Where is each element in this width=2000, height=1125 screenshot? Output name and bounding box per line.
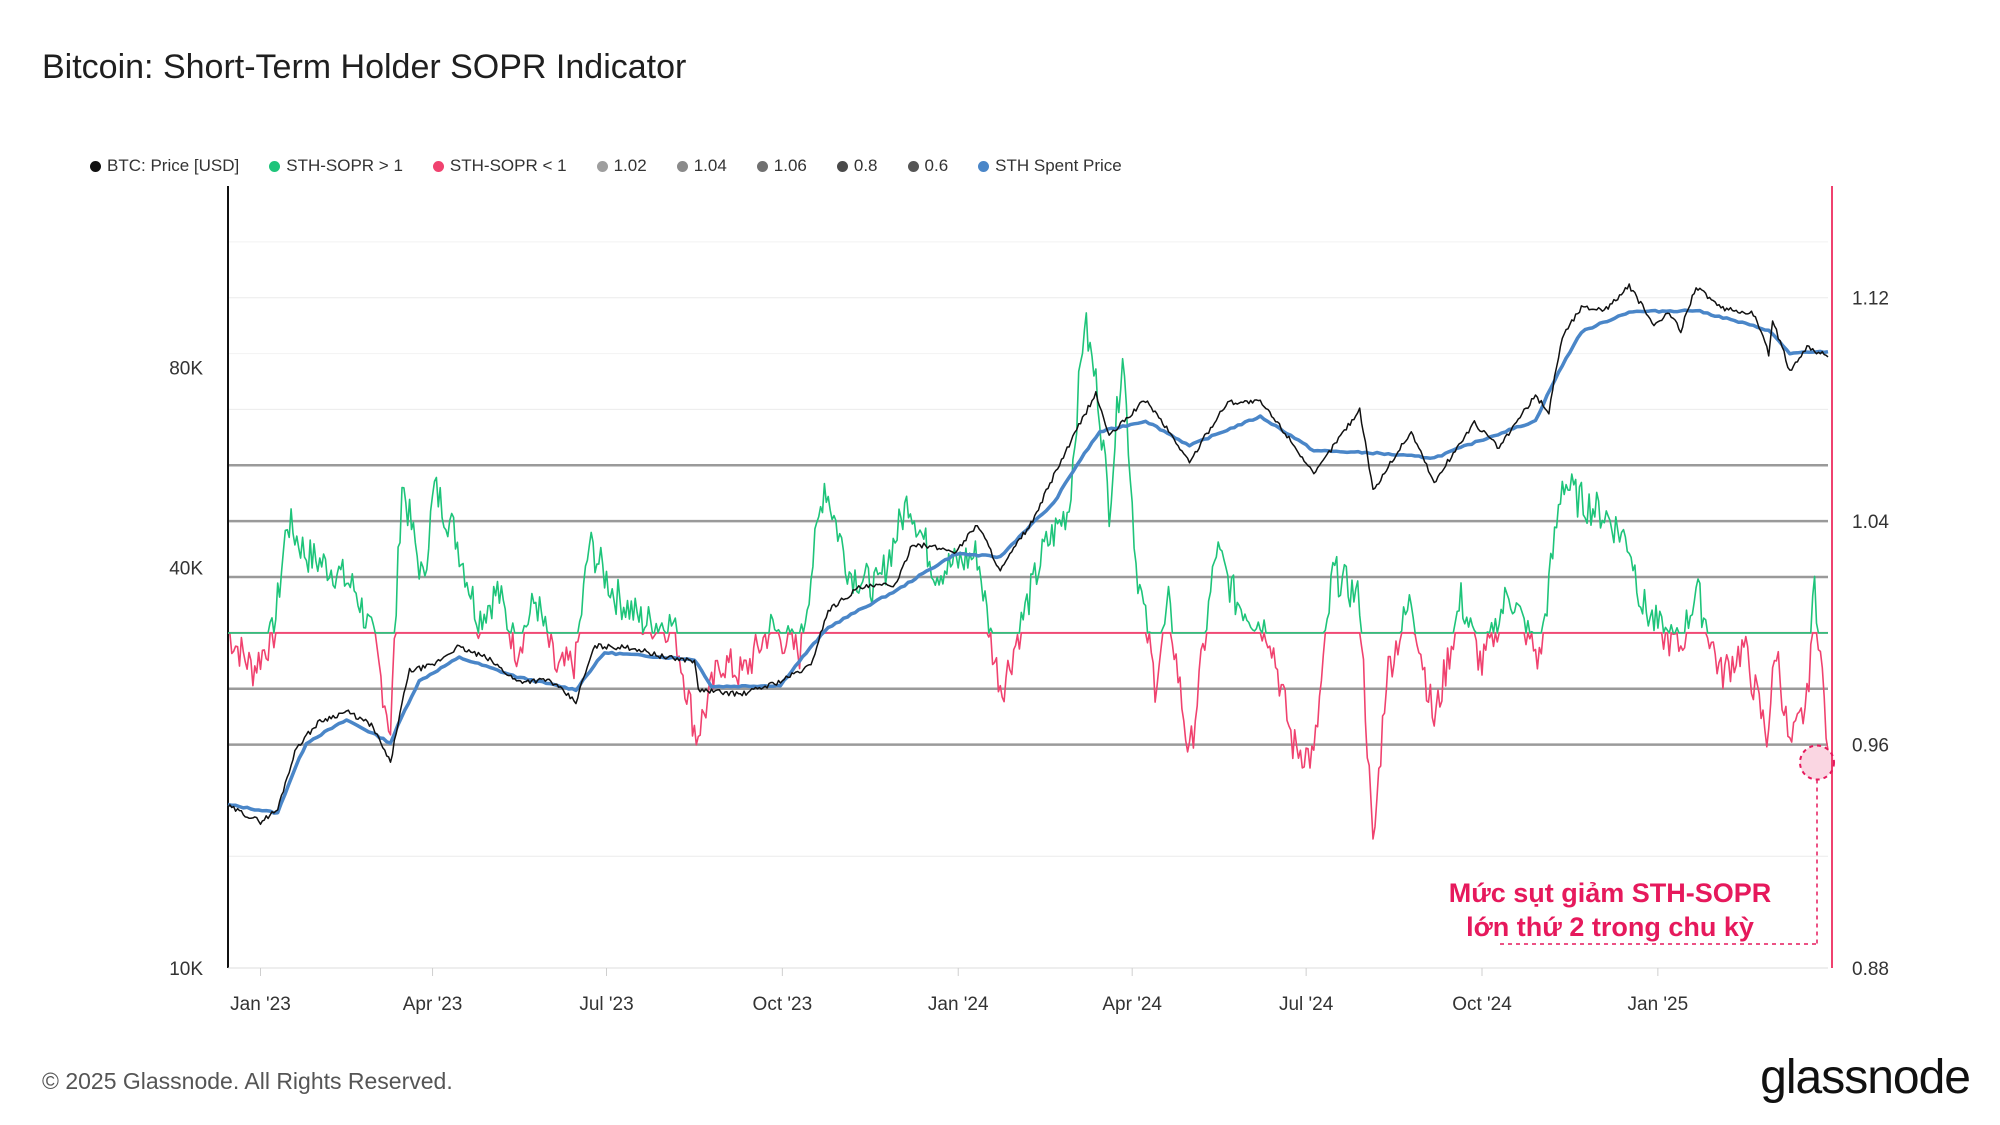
annotation-marker — [1799, 744, 1835, 781]
x-axis-tick-label: Oct '24 — [1452, 994, 1512, 1015]
legend-dot-icon — [978, 160, 990, 172]
x-axis-tick-label: Jul '23 — [579, 994, 633, 1015]
sth-sopr-below-one-line — [227, 632, 1829, 840]
x-axis-tick-label: Jul '24 — [1279, 994, 1334, 1015]
x-axis-tick-label: Apr '23 — [403, 994, 463, 1015]
right-axis-tick-label: 0.88 — [1852, 959, 1889, 980]
x-axis-tick-label: Jan '25 — [1628, 994, 1689, 1015]
legend-item[interactable]: STH Spent Price — [978, 156, 1122, 176]
left-axis-tick-label: 80K — [169, 359, 203, 380]
legend-label: 0.6 — [924, 156, 949, 175]
annotation-text: Mức sụt giảm STH-SOPR — [1449, 878, 1772, 908]
legend-label: BTC: Price [USD] — [107, 156, 240, 175]
legend-item[interactable]: STH-SOPR < 1 — [432, 156, 567, 176]
right-axis-tick-label: 1.12 — [1852, 289, 1889, 310]
legend-label: STH-SOPR < 1 — [449, 156, 567, 175]
legend-dot-icon — [269, 160, 281, 172]
legend-label: STH-SOPR > 1 — [286, 156, 403, 175]
right-axis-tick-label: 0.96 — [1852, 736, 1889, 757]
glassnode-logo: glassnode — [1760, 1051, 1971, 1104]
legend-dot-icon — [596, 160, 608, 172]
legend-item[interactable]: 0.6 — [907, 156, 949, 176]
legend-dot-icon — [432, 160, 444, 172]
copyright-notice: © 2025 Glassnode. All Rights Reserved. — [42, 1068, 453, 1094]
legend-label: 0.8 — [853, 156, 878, 175]
sth-sopr-above-one-line — [228, 312, 1828, 634]
legend-item[interactable]: 1.04 — [676, 156, 727, 176]
legend-item[interactable]: BTC: Price [USD] — [90, 156, 239, 176]
legend-item[interactable]: 1.02 — [596, 156, 647, 176]
legend-label: 1.02 — [613, 156, 647, 175]
x-axis-tick-label: Jan '23 — [230, 994, 291, 1015]
legend-item[interactable]: 0.8 — [836, 156, 878, 176]
legend-item[interactable]: 1.06 — [756, 156, 807, 176]
x-axis-tick-label: Jan '24 — [928, 994, 989, 1015]
legend-item[interactable]: STH-SOPR > 1 — [269, 156, 403, 176]
x-axis-tick-label: Oct '23 — [753, 994, 813, 1015]
annotation-text: lớn thứ 2 trong chu kỳ — [1466, 912, 1754, 942]
sth-spent-price-line — [227, 308, 1829, 815]
x-axis-tick-label: Apr '24 — [1102, 994, 1162, 1015]
legend-dot-icon — [676, 160, 688, 172]
left-axis-tick-label: 10K — [169, 959, 203, 980]
legend-label: STH Spent Price — [995, 156, 1122, 175]
btc-price-line — [227, 283, 1829, 826]
legend-dot-icon — [756, 160, 768, 172]
chart-legend: BTC: Price [USD] STH-SOPR > 1 STH-SOPR < 1… — [90, 156, 1152, 176]
chart-title: Bitcoin: Short-Term Holder SOPR Indicato… — [42, 48, 687, 86]
left-axis-tick-label: 40K — [169, 559, 203, 580]
legend-dot-icon — [90, 160, 101, 172]
legend-label: 1.04 — [693, 156, 727, 175]
legend-label: 1.06 — [773, 156, 807, 175]
right-axis-tick-label: 1.04 — [1852, 512, 1889, 533]
legend-dot-icon — [907, 160, 919, 172]
legend-dot-icon — [836, 160, 848, 172]
